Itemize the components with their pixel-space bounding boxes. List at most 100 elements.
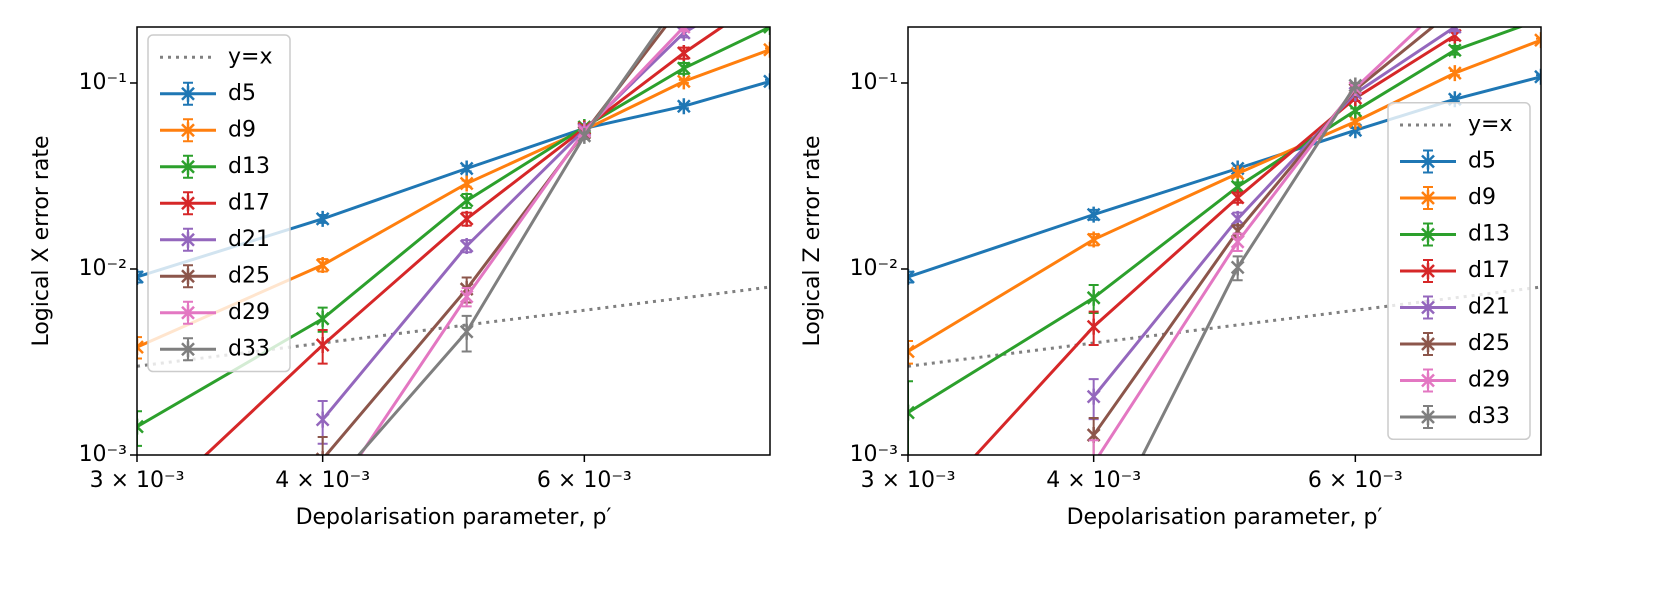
legend-label: d25 <box>1468 331 1510 356</box>
marker <box>459 237 474 254</box>
marker <box>315 310 330 327</box>
marker <box>908 404 915 421</box>
marker <box>181 85 195 102</box>
marker <box>1230 233 1245 250</box>
error-bar <box>903 496 913 585</box>
marker <box>181 341 195 358</box>
marker <box>676 98 691 115</box>
x-tick-label: 4 × 10⁻³ <box>1046 468 1141 493</box>
marker <box>763 73 770 90</box>
marker <box>459 192 474 209</box>
y-axis-label: Logical X error rate <box>29 135 54 346</box>
marker <box>1447 27 1462 35</box>
marker <box>1534 68 1541 85</box>
legend-label: d13 <box>228 154 270 179</box>
marker <box>1421 372 1435 389</box>
legend: y=x d5 d9 d13 d17 d21 d25 d29 d33 <box>147 34 291 373</box>
y-axis-label: Logical Z error rate <box>800 135 825 346</box>
error-bar <box>908 380 913 455</box>
series-line <box>203 27 725 455</box>
legend-label: d25 <box>228 263 270 288</box>
legend-label: d33 <box>228 336 270 361</box>
error-bar <box>137 410 142 447</box>
marker <box>764 0 776 2</box>
marker <box>459 210 474 227</box>
marker <box>902 521 914 537</box>
marker <box>1421 226 1435 243</box>
marker <box>181 122 195 139</box>
plot-area <box>902 6 1541 585</box>
x-tick-label: 6 × 10⁻³ <box>537 468 632 493</box>
legend-label: d17 <box>1468 258 1510 283</box>
series-line <box>1092 27 1456 398</box>
marker <box>577 127 592 144</box>
marker <box>763 27 770 35</box>
marker <box>1534 32 1541 49</box>
marker <box>137 339 144 356</box>
series-line <box>1097 27 1423 455</box>
legend-label: d9 <box>1468 185 1496 210</box>
marker <box>1088 544 1100 560</box>
marker <box>315 337 330 354</box>
legend-label: d9 <box>228 117 256 142</box>
marker <box>315 451 330 455</box>
marker <box>137 268 144 285</box>
legend-label: d5 <box>1468 149 1496 174</box>
error-bar <box>132 490 142 567</box>
marker <box>315 411 330 428</box>
series-line <box>358 27 687 455</box>
series-line <box>324 27 668 455</box>
marker <box>1421 153 1435 170</box>
error-bar <box>137 270 142 284</box>
marker <box>1230 189 1245 206</box>
marker <box>676 60 691 77</box>
y-tick-label: 10⁻² <box>79 256 127 281</box>
series-line <box>137 27 770 428</box>
error-bar <box>317 435 328 455</box>
error-bar <box>1536 74 1541 80</box>
legend-label: d29 <box>1468 368 1510 393</box>
marker <box>908 268 915 285</box>
error-bar <box>765 47 770 53</box>
series-line <box>356 27 663 455</box>
y-tick-label: 10⁻¹ <box>79 70 127 95</box>
x-axis-label: Depolarisation parameter, p′ <box>296 505 612 530</box>
marker <box>459 160 474 177</box>
error-bar <box>1536 37 1541 43</box>
y-tick-label: 10⁻³ <box>79 442 127 467</box>
marker <box>1230 259 1245 276</box>
y-tick-label: 10⁻¹ <box>850 70 898 95</box>
legend-label: y=x <box>228 44 272 69</box>
legend-label: d13 <box>1468 222 1510 247</box>
marker <box>1421 263 1435 279</box>
y-tick-label: 10⁻² <box>850 256 898 281</box>
marker <box>315 210 330 227</box>
marker <box>678 0 690 11</box>
legend-label: y=x <box>1468 112 1512 137</box>
marker <box>1421 299 1435 316</box>
marker <box>1086 318 1101 335</box>
marker <box>763 41 770 58</box>
marker <box>1086 231 1101 248</box>
marker <box>137 418 144 435</box>
marker <box>459 288 474 305</box>
marker <box>676 44 691 61</box>
marker <box>1447 42 1462 59</box>
y-tick-label: 10⁻³ <box>850 442 898 467</box>
marker <box>1086 206 1101 223</box>
marker <box>1421 190 1435 206</box>
x-tick-label: 4 × 10⁻³ <box>275 468 370 493</box>
marker <box>908 343 915 360</box>
legend-label: d5 <box>228 81 256 106</box>
marker <box>1086 289 1101 306</box>
marker <box>459 175 474 192</box>
error-bar <box>1089 529 1099 585</box>
marker <box>678 0 690 2</box>
error-bar <box>1450 6 1460 12</box>
x-axis-label: Depolarisation parameter, p′ <box>1067 505 1383 530</box>
axes-frame <box>136 26 771 456</box>
x-tick-label: 6 × 10⁻³ <box>1308 468 1403 493</box>
error-bar <box>908 340 913 365</box>
series-line <box>321 27 697 421</box>
